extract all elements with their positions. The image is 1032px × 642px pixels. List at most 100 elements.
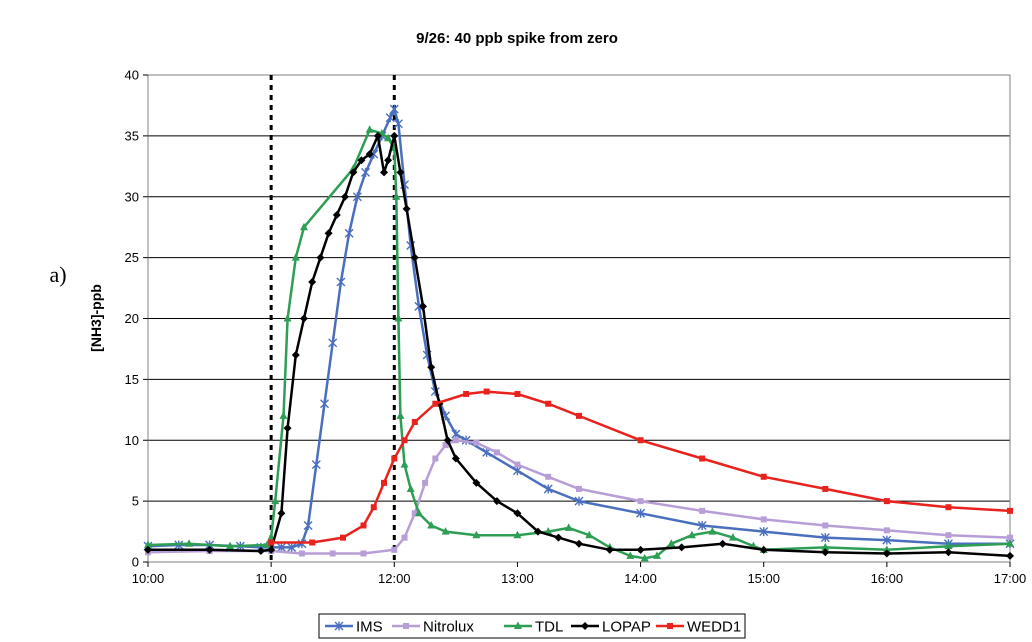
data-point-lopap <box>605 545 614 554</box>
data-point-lopap <box>759 545 768 554</box>
y-tick-label: 5 <box>132 494 139 509</box>
data-point-tdl <box>283 314 292 322</box>
data-point-nitrolux <box>298 550 305 557</box>
data-point-ims <box>328 338 338 348</box>
series-line-ims <box>147 107 1010 549</box>
data-point-tdl <box>144 540 152 548</box>
data-point-wedd1 <box>883 498 890 505</box>
data-point-ims <box>882 535 892 545</box>
data-point-lopap <box>513 509 522 518</box>
data-point-wedd1 <box>360 522 367 529</box>
data-point-tdl <box>406 484 415 492</box>
data-point-wedd1 <box>822 485 829 492</box>
series-line-tdl <box>147 128 1011 560</box>
data-point-ims <box>697 520 707 530</box>
data-point-tdl <box>400 460 409 468</box>
data-point-lopap <box>390 131 399 140</box>
x-tick-label: 10:00 <box>132 571 165 586</box>
data-point-wedd1 <box>370 504 377 511</box>
data-point-ims <box>389 104 399 114</box>
data-point-nitrolux <box>360 550 367 557</box>
legend-label: WEDD1 <box>687 619 741 636</box>
data-point-lopap <box>472 478 481 487</box>
data-point-nitrolux <box>329 550 336 557</box>
data-point-tdl <box>1006 539 1014 547</box>
data-point-tdl <box>392 192 401 200</box>
series-line-lopap <box>148 134 1011 558</box>
data-point-lopap <box>299 314 308 323</box>
data-point-lopap <box>677 543 686 552</box>
data-point-nitrolux <box>760 516 767 523</box>
data-point-nitrolux <box>391 546 398 553</box>
data-point-tdl <box>279 411 288 419</box>
series-nitrolux <box>145 437 1013 557</box>
data-point-wedd1 <box>401 437 408 444</box>
data-point-nitrolux <box>822 522 829 529</box>
data-point-tdl <box>441 527 450 535</box>
data-point-lopap <box>402 204 411 213</box>
y-tick-label: 30 <box>125 189 139 204</box>
data-point-tdl <box>708 527 717 535</box>
data-point-tdl <box>882 545 891 553</box>
data-point-lopap <box>332 211 341 220</box>
data-point-ims <box>636 508 646 518</box>
data-point-ims <box>820 533 830 543</box>
data-point-ims <box>451 429 461 439</box>
data-point-nitrolux <box>637 498 644 505</box>
data-point-tdl <box>414 508 423 517</box>
data-point-lopap <box>365 150 374 159</box>
y-tick-label: 10 <box>125 433 139 448</box>
data-point-ims <box>512 466 522 476</box>
data-point-lopap <box>419 302 428 311</box>
data-point-lopap <box>380 168 389 177</box>
data-point-nitrolux <box>576 485 582 492</box>
legend-swatch-marker <box>334 621 344 631</box>
data-point-ims <box>287 542 297 552</box>
data-point-tdl <box>427 520 436 529</box>
data-point-wedd1 <box>381 479 388 486</box>
data-point-lopap <box>205 545 214 554</box>
legend-swatch-marker <box>514 621 522 629</box>
series-tdl <box>144 125 1014 562</box>
data-point-lopap <box>821 548 830 557</box>
data-point-lopap <box>1006 551 1014 560</box>
y-tick-label: 15 <box>125 372 139 387</box>
data-point-wedd1 <box>576 412 582 419</box>
data-point-wedd1 <box>339 534 346 541</box>
data-point-wedd1 <box>514 390 521 397</box>
series-ims <box>143 104 1015 552</box>
legend-label: LOPAP <box>602 619 651 636</box>
data-point-lopap <box>396 168 405 177</box>
data-point-tdl <box>384 133 393 142</box>
data-point-lopap <box>357 156 366 165</box>
data-point-lopap <box>554 533 563 542</box>
data-point-tdl <box>564 523 573 531</box>
data-point-lopap <box>341 192 350 201</box>
x-tick-label: 14:00 <box>624 571 657 586</box>
x-tick-label: 11:00 <box>255 571 287 586</box>
data-point-lopap <box>144 545 152 554</box>
data-point-wedd1 <box>545 400 552 407</box>
data-point-nitrolux <box>699 507 706 514</box>
data-point-ims <box>393 119 403 129</box>
data-point-nitrolux <box>452 437 459 444</box>
data-point-lopap <box>308 277 317 286</box>
data-point-lopap <box>384 156 393 165</box>
data-point-wedd1 <box>432 400 439 407</box>
data-point-nitrolux <box>493 449 500 456</box>
legend-swatch-marker <box>667 623 673 629</box>
data-point-ims <box>361 167 371 177</box>
data-point-tdl <box>226 541 235 550</box>
data-point-lopap <box>575 539 583 548</box>
y-tick-label: 20 <box>125 311 139 326</box>
data-point-tdl <box>513 530 522 539</box>
data-point-wedd1 <box>411 418 418 425</box>
data-point-lopap <box>533 527 542 536</box>
data-point-lopap <box>718 539 727 548</box>
data-point-lopap <box>427 363 436 372</box>
data-point-lopap <box>324 229 333 238</box>
panel-label: a) <box>49 262 66 287</box>
legend-label: IMS <box>356 619 383 636</box>
data-point-lopap <box>373 131 382 140</box>
series-line-wedd1 <box>271 390 1011 544</box>
